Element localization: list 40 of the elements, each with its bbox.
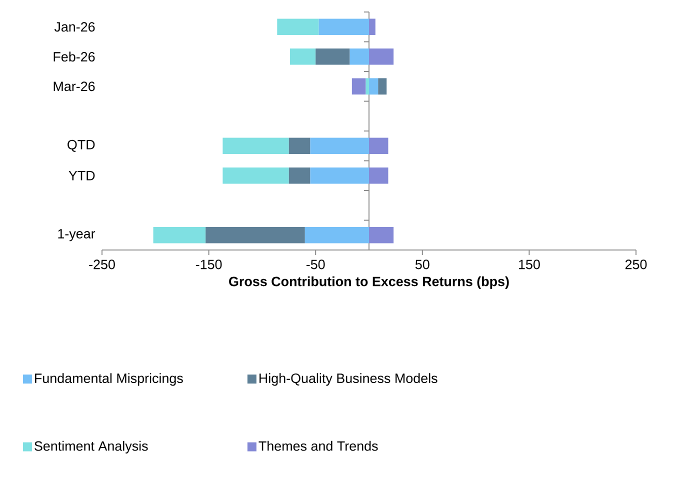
bar — [206, 226, 305, 244]
bar — [369, 78, 378, 95]
bar — [222, 167, 289, 184]
bar — [369, 18, 376, 36]
bar — [352, 78, 366, 95]
legend-label: Themes and Trends — [258, 440, 378, 451]
bar — [310, 167, 369, 184]
bar — [369, 226, 394, 244]
x-axis-title: Gross Contribution to Excess Returns (bps) — [229, 276, 509, 289]
bar — [316, 48, 350, 65]
bar — [369, 48, 394, 65]
y-tick-label: Jan-26 — [54, 22, 95, 32]
x-tick-label: -150 — [196, 260, 222, 270]
y-tick-label: Mar-26 — [54, 82, 95, 92]
y-tick-label: Feb-26 — [54, 52, 95, 62]
bar — [304, 226, 369, 244]
bar — [378, 78, 387, 95]
bar — [369, 167, 388, 184]
bar — [350, 48, 369, 65]
y-tick-label: 1-year — [58, 229, 96, 242]
bar — [318, 18, 369, 36]
bar — [222, 138, 289, 154]
bar — [153, 226, 206, 244]
bar — [288, 138, 310, 154]
legend-label: High-Quality Business Models — [260, 373, 438, 386]
bar — [310, 138, 369, 154]
legend-label: Sentiment Analysis — [34, 440, 148, 454]
y-tick-label: QTD — [68, 140, 95, 152]
x-tick-label: -250 — [89, 260, 115, 270]
x-tick-label: -50 — [306, 260, 325, 270]
bar — [288, 167, 310, 184]
bar — [277, 18, 319, 36]
bar — [366, 78, 369, 95]
bar — [369, 138, 388, 154]
legend-label: Fundamental Mispricings — [35, 373, 183, 386]
x-tick-label: 250 — [625, 260, 647, 270]
x-tick-label: 50 — [415, 260, 430, 270]
x-tick-label: 150 — [519, 260, 540, 270]
bar — [290, 48, 316, 65]
y-tick-label: YTD — [68, 171, 95, 180]
